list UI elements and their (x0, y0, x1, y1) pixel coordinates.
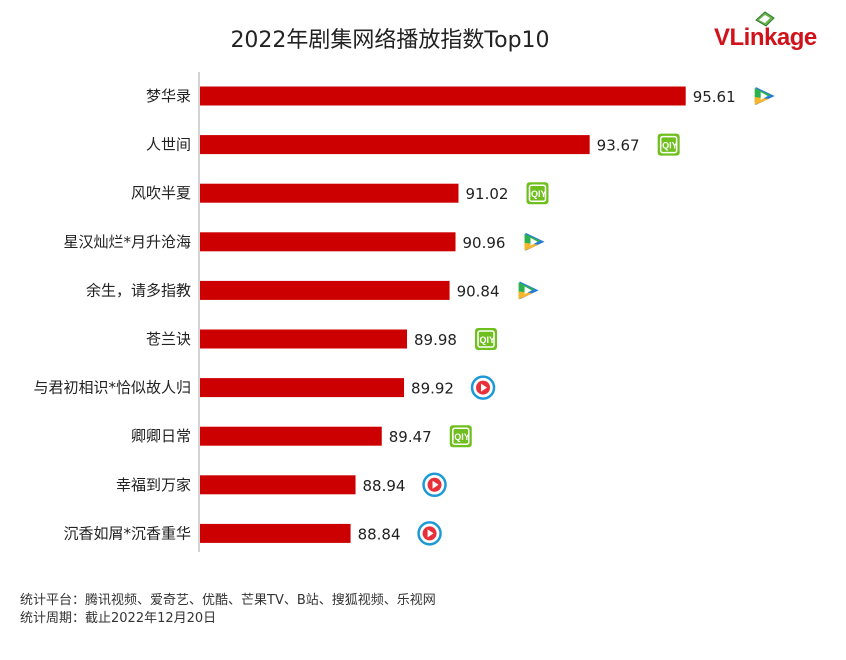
iqiyi-icon-frame (659, 135, 678, 154)
youku-icon (417, 521, 442, 546)
iqiyi-icon-glyph: iQIY (452, 432, 470, 442)
category-label: 风吹半夏 (131, 184, 191, 202)
iqiyi-icon-frame (528, 184, 547, 202)
youku-icon-ring (417, 521, 442, 546)
category-label: 余生，请多指教 (86, 281, 191, 299)
bar (200, 329, 408, 349)
category-label: 苍兰诀 (146, 330, 191, 348)
category-label: 人世间 (146, 136, 191, 154)
footer-platforms: 统计平台：腾讯视频、爱奇艺、优酷、芒果TV、B站、搜狐视频、乐视网 (20, 593, 436, 608)
category-label: 幸福到万家 (116, 476, 191, 494)
iqiyi-icon-bg (526, 182, 549, 205)
iqiyi-icon-frame (477, 330, 495, 348)
value-label: 89.98 (414, 331, 457, 349)
tencent-icon-orange (524, 242, 539, 251)
bar (200, 426, 382, 446)
iqiyi-icon: iQIY (657, 133, 680, 156)
value-label: 90.84 (457, 282, 500, 300)
footer-period: 统计周期：截止2022年12月20日 (20, 611, 217, 626)
bar-chart: 梦华录 95.61 人世间 93.67 iQIY 风吹半夏 91.02 iQIY 星汉灿烂*月升… (33, 72, 775, 552)
iqiyi-icon-bg (657, 133, 680, 156)
iqiyi-icon-glyph: iQIY (477, 335, 495, 345)
category-label: 梦华录 (146, 87, 191, 105)
tencent-icon-orange (518, 291, 533, 300)
youku-icon-play (432, 480, 439, 489)
bar (200, 232, 456, 252)
iqiyi-icon-bg (475, 328, 498, 350)
tencent-icon (518, 281, 539, 300)
tencent-icon (754, 87, 775, 105)
tencent-icon-play (524, 286, 532, 295)
logo-text-rest: inkage (743, 24, 818, 51)
category-label: 沉香如屑*沉香重华 (63, 524, 191, 542)
youku-icon-play (427, 529, 434, 538)
value-label: 88.84 (358, 525, 401, 543)
youku-icon-ring (422, 472, 447, 498)
chart-title: 2022年剧集网络播放指数Top10 (230, 28, 550, 53)
youku-icon-play (481, 383, 488, 392)
bar (200, 183, 459, 203)
value-label: 89.47 (389, 428, 432, 446)
iqiyi-icon: iQIY (475, 328, 498, 350)
iqiyi-icon: iQIY (526, 182, 549, 205)
value-label: 89.92 (411, 380, 454, 398)
iqiyi-icon-frame (452, 427, 470, 445)
logo-mark-icon (755, 11, 775, 27)
bar (200, 475, 356, 495)
youku-icon-ring (470, 375, 496, 400)
category-label: 与君初相识*恰似故人归 (33, 379, 191, 397)
tencent-icon (524, 232, 545, 251)
value-label: 93.67 (597, 137, 640, 155)
bar (200, 135, 590, 155)
bar (200, 378, 405, 398)
value-label: 88.94 (363, 477, 406, 495)
category-label: 卿卿日常 (131, 427, 191, 445)
bar (200, 280, 450, 300)
tencent-icon-play (530, 237, 538, 246)
iqiyi-icon: iQIY (449, 425, 472, 448)
tencent-icon-orange (754, 97, 769, 105)
value-label: 95.61 (693, 88, 736, 106)
logo-text-v: VL (714, 24, 744, 51)
iqiyi-icon-glyph: iQIY (660, 141, 678, 151)
category-label: 星汉灿烂*月升沧海 (63, 233, 191, 251)
iqiyi-icon-glyph: iQIY (528, 189, 546, 199)
bar (200, 86, 686, 106)
value-label: 91.02 (465, 185, 508, 203)
vlinkage-logo: VLinkage (714, 11, 834, 54)
bar (200, 523, 351, 543)
youku-icon (470, 375, 496, 400)
chart-footer: 统计平台：腾讯视频、爱奇艺、优酷、芒果TV、B站、搜狐视频、乐视网 统计周期：截… (20, 592, 436, 628)
value-label: 90.96 (463, 234, 506, 252)
tencent-icon-play (760, 92, 768, 100)
youku-icon (422, 472, 447, 498)
iqiyi-icon-bg (449, 425, 472, 448)
